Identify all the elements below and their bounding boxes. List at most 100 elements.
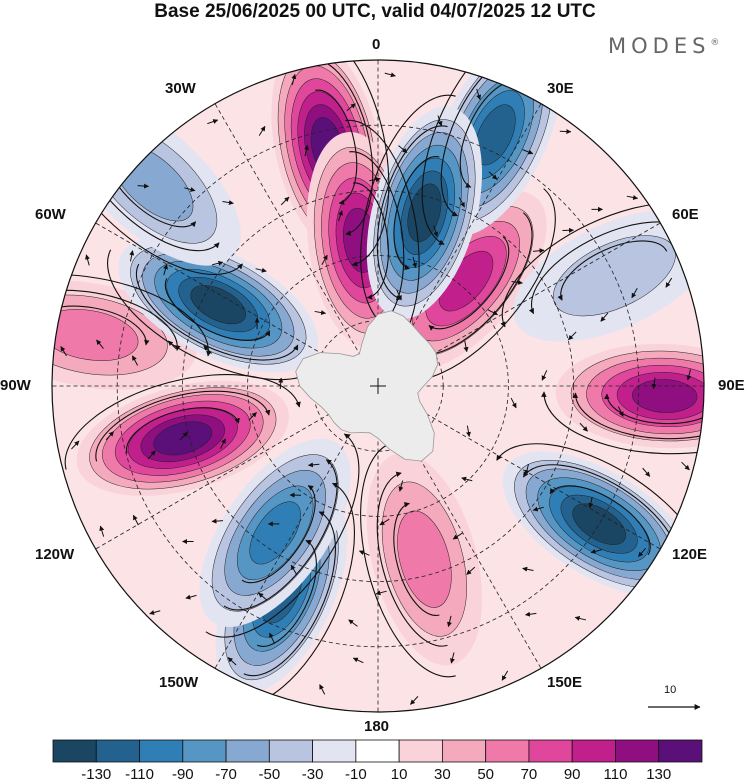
- lon-label-180: 180: [364, 718, 390, 735]
- colorbar-swatch: [139, 739, 184, 763]
- wind-vector-arrow: [321, 254, 328, 265]
- pole-marker: [370, 378, 386, 394]
- wind-vector-arrow: [129, 250, 135, 262]
- colorbar-tick-label: -10: [345, 766, 367, 783]
- streamline: [604, 393, 704, 425]
- wind-vector-arrow: [533, 248, 545, 254]
- lon-label-120e: 120E: [672, 546, 708, 563]
- wind-vector-arrow: [269, 632, 275, 644]
- lon-label-0: 0: [372, 36, 381, 53]
- colorbar-tick-label: 110: [603, 766, 628, 783]
- wind-vector-arrow: [227, 657, 237, 666]
- colorbar-tick-label: 70: [520, 766, 538, 783]
- lon-label-150e: 150E: [547, 674, 583, 691]
- wind-vector-arrow: [358, 550, 370, 556]
- wind-vector-arrow: [626, 195, 639, 200]
- lon-label-30e: 30E: [547, 80, 574, 97]
- wind-vector-arrow: [522, 566, 534, 572]
- wind-vector-arrow: [651, 377, 657, 390]
- streamline: [241, 485, 316, 584]
- lon-label-120w: 120W: [35, 546, 75, 563]
- colorbar-swatch: [52, 739, 97, 763]
- meridian-line: [214, 103, 376, 381]
- wind-vector-arrow: [379, 518, 390, 526]
- wind-vector-arrow: [85, 254, 90, 266]
- lon-label-60e: 60E: [672, 206, 699, 223]
- wind-vector-arrow: [488, 171, 498, 180]
- wind-vector-arrow: [185, 594, 197, 600]
- colorbar-tick-label: 90: [563, 766, 581, 783]
- wind-vector-arrow: [96, 339, 104, 349]
- antarctica-landmass: [295, 310, 439, 462]
- wind-vector-arrow: [99, 525, 105, 537]
- wind-vector-arrow: [346, 103, 356, 112]
- wind-vector-arrow: [348, 619, 358, 627]
- streamline: [393, 156, 440, 270]
- wind-vector-arrow: [291, 73, 297, 86]
- wind-vector-arrow: [466, 566, 476, 575]
- lon-label-60w: 60W: [35, 206, 66, 223]
- wind-vector-arrow: [476, 88, 482, 100]
- wind-vector-arrow: [686, 369, 692, 381]
- map-boundary: [51, 59, 705, 713]
- anomaly-contour: [249, 501, 301, 565]
- wind-vector-arrow: [638, 547, 646, 557]
- wind-vector-arrow: [466, 425, 471, 438]
- meridian-line: [214, 391, 376, 669]
- wind-vector-arrow: [463, 340, 469, 353]
- colorbar-tick-label: -130: [81, 766, 112, 783]
- wind-vector-arrow: [681, 461, 690, 471]
- colorbar-tick-label: -30: [301, 766, 324, 783]
- colorbar: [52, 739, 703, 763]
- colorbar-swatch: [571, 739, 616, 763]
- wind-vector-arrow: [458, 197, 465, 208]
- vector-reference-label: 10: [664, 684, 677, 696]
- colorbar-swatch: [441, 739, 487, 763]
- wind-vector-arrow: [207, 119, 219, 125]
- streamline: [421, 60, 547, 245]
- colorbar-swatch: [355, 739, 400, 763]
- colorbar-swatch: [615, 739, 660, 763]
- wind-vector-arrow: [590, 548, 602, 554]
- streamline: [164, 278, 271, 341]
- streamline: [301, 60, 390, 267]
- wind-vector-arrow: [532, 506, 544, 512]
- streamline: [315, 89, 358, 205]
- wind-vector-arrow: [60, 346, 67, 357]
- anomaly-contour: [632, 379, 698, 413]
- wind-vector-arrow: [278, 377, 284, 390]
- colorbar-swatch: [485, 739, 530, 763]
- meridian-line: [383, 388, 661, 550]
- wind-vector-arrow: [525, 611, 537, 617]
- colorbar-swatch: [225, 739, 270, 763]
- streamline: [308, 60, 374, 236]
- anomaly-contour: [397, 510, 452, 608]
- wind-vector-arrow: [375, 590, 387, 596]
- streamline: [52, 305, 150, 346]
- wind-vector-arrow: [184, 187, 196, 192]
- colorbar-swatch: [182, 739, 227, 763]
- streamline: [52, 289, 181, 351]
- wind-vector-arrow: [452, 532, 463, 540]
- wind-vector-arrow: [179, 431, 188, 441]
- wind-vector-arrow: [510, 397, 517, 409]
- streamline: [135, 263, 299, 361]
- wind-vector-arrow: [579, 422, 588, 432]
- wind-vector-arrow: [487, 309, 498, 316]
- colorbar-tick-label: 10: [390, 766, 408, 783]
- wind-vector-arrow: [631, 288, 638, 299]
- wind-vector-arrow: [501, 670, 509, 681]
- wind-vector-arrow: [461, 476, 473, 482]
- wind-vector-arrow: [167, 340, 177, 350]
- streamline: [52, 274, 212, 357]
- wind-vector-arrow: [337, 210, 343, 222]
- wind-vector-arrow: [132, 514, 139, 526]
- wind-vector-arrow: [248, 412, 257, 421]
- streamline: [376, 125, 448, 301]
- wind-vector-arrow: [412, 256, 418, 269]
- meridian-line: [383, 222, 661, 384]
- streamline: [393, 502, 440, 616]
- meridian-line: [380, 103, 542, 381]
- wind-vector-arrow: [314, 310, 327, 316]
- streamline: [541, 391, 704, 455]
